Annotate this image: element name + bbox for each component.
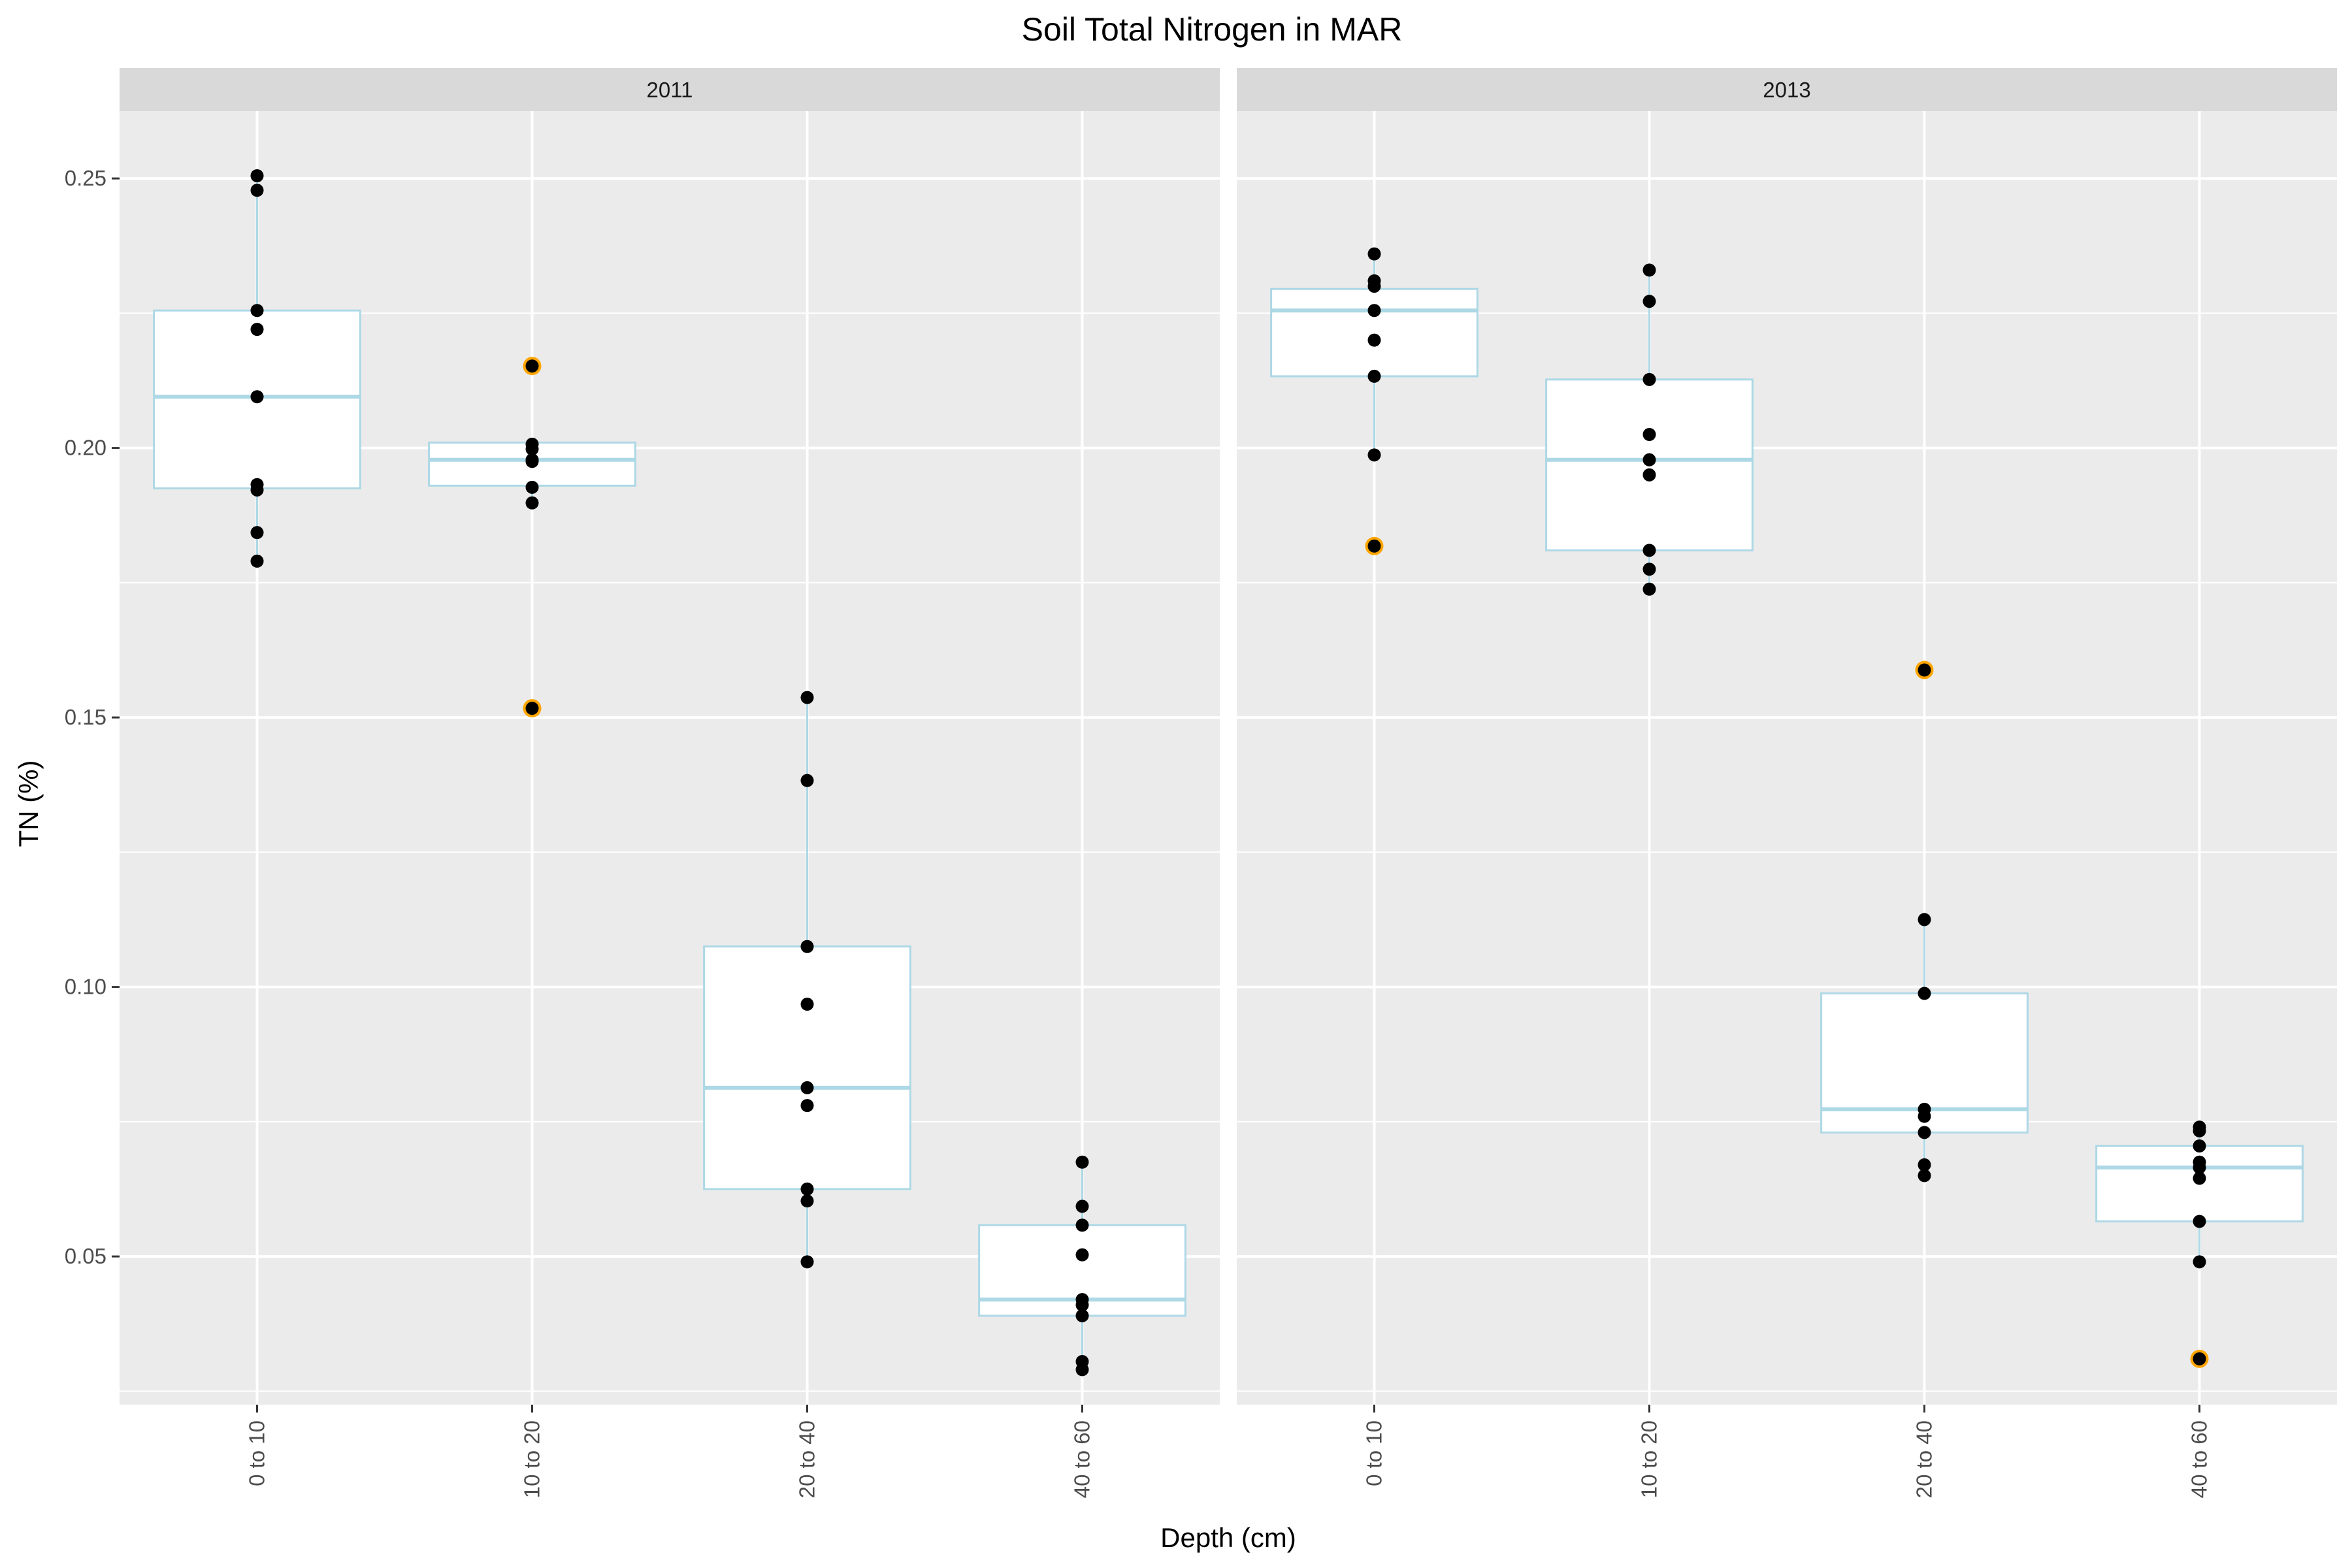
data-point [2193, 1171, 2206, 1185]
data-point [250, 169, 264, 182]
box-20-to-40 [1820, 661, 2029, 1183]
data-point [525, 702, 539, 715]
data-point [1642, 428, 1656, 441]
y-axis-title: TN (%) [13, 760, 44, 847]
data-point [525, 455, 539, 468]
data-point [525, 480, 539, 494]
data-point [1642, 295, 1656, 308]
data-point [1918, 1169, 1931, 1183]
data-point [1918, 663, 1931, 677]
data-point [1642, 582, 1656, 596]
data-point [1918, 987, 1931, 1000]
data-point [800, 691, 814, 704]
data-point [800, 1194, 814, 1208]
data-point [2193, 1124, 2206, 1137]
panel-2011: 2011 0 to 10 10 to 20 20 to 40 40 to 60 [120, 68, 1220, 1498]
data-point [250, 526, 264, 540]
data-point [1075, 1200, 1089, 1213]
y-tick-label: 0.10 [65, 975, 106, 999]
data-point [1918, 1158, 1931, 1171]
data-point [1367, 333, 1381, 347]
y-axis: 0.05 0.10 0.15 0.20 0.25 [65, 166, 120, 1268]
data-point [2193, 1215, 2206, 1228]
data-point [1075, 1309, 1089, 1322]
data-point [250, 483, 264, 497]
data-point [1075, 1363, 1089, 1377]
data-point [250, 304, 264, 318]
y-tick-label: 0.15 [65, 705, 106, 729]
box-0-to-10 [153, 169, 361, 568]
x-tick-label: 10 to 20 [520, 1420, 544, 1498]
data-point [800, 1099, 814, 1113]
panel-2013: 2013 0 to 10 10 to 20 20 to 40 40 to 60 [1237, 68, 2337, 1498]
data-point [1642, 544, 1656, 557]
x-tick-label: 20 to 40 [1912, 1420, 1936, 1498]
data-point [1075, 1155, 1089, 1169]
facet-strip [120, 68, 1220, 111]
data-point [1367, 448, 1381, 462]
data-point [1367, 247, 1381, 261]
data-point [1075, 1248, 1089, 1262]
data-point [1367, 304, 1381, 318]
data-point [800, 1183, 814, 1196]
y-tick-label: 0.20 [65, 436, 106, 460]
data-point [2193, 1255, 2206, 1269]
data-point [1075, 1218, 1089, 1232]
data-point [1367, 369, 1381, 383]
box-10-to-20 [428, 357, 636, 718]
data-point [250, 323, 264, 336]
data-point [2193, 1161, 2206, 1174]
data-point [1367, 539, 1381, 553]
panel-background [120, 111, 1220, 1405]
box-iqr [703, 945, 911, 1190]
data-point [1918, 913, 1931, 926]
facet-strip [1237, 68, 2337, 111]
x-tick-label: 0 to 10 [245, 1420, 269, 1486]
box-40-to-60 [2095, 1120, 2304, 1368]
data-point [800, 998, 814, 1011]
x-tick-label: 20 to 40 [795, 1420, 819, 1498]
data-point [1642, 453, 1656, 466]
data-point [525, 359, 539, 373]
x-tick-label: 40 to 60 [2187, 1420, 2212, 1498]
facet-strip-label: 2011 [647, 78, 693, 102]
data-point [2193, 1139, 2206, 1152]
data-point [1642, 468, 1656, 482]
panels-layer: 2011 0 to 10 10 to 20 20 to 40 40 to 60 2013 0… [65, 68, 2337, 1498]
data-point [250, 390, 264, 404]
box-10-to-20 [1545, 263, 1754, 596]
data-point [2193, 1352, 2206, 1365]
x-tick-label: 0 to 10 [1362, 1420, 1386, 1486]
chart-title: Soil Total Nitrogen in MAR [1022, 11, 1403, 48]
data-point [1918, 1126, 1931, 1139]
data-point [250, 554, 264, 568]
data-point [1918, 1109, 1931, 1123]
box-20-to-40 [703, 691, 911, 1269]
x-tick-label: 10 to 20 [1637, 1420, 1661, 1498]
data-point [525, 496, 539, 510]
data-point [1642, 372, 1656, 386]
data-point [525, 442, 539, 456]
box-0-to-10 [1270, 247, 1478, 555]
data-point [800, 939, 814, 953]
data-point [800, 1081, 814, 1094]
box-iqr [1270, 287, 1478, 378]
data-point [1075, 1298, 1089, 1312]
data-point [1642, 563, 1656, 576]
data-point [800, 774, 814, 787]
facet-strip-label: 2013 [1763, 78, 1810, 102]
y-tick-label: 0.25 [65, 166, 106, 190]
y-tick-label: 0.05 [65, 1244, 106, 1268]
box-40-to-60 [978, 1155, 1186, 1377]
x-axis-title: Depth (cm) [1160, 1522, 1296, 1553]
data-point [1642, 263, 1656, 277]
data-point [1367, 280, 1381, 293]
data-point [800, 1255, 814, 1269]
x-tick-label: 40 to 60 [1070, 1420, 1094, 1498]
data-point [250, 184, 264, 197]
